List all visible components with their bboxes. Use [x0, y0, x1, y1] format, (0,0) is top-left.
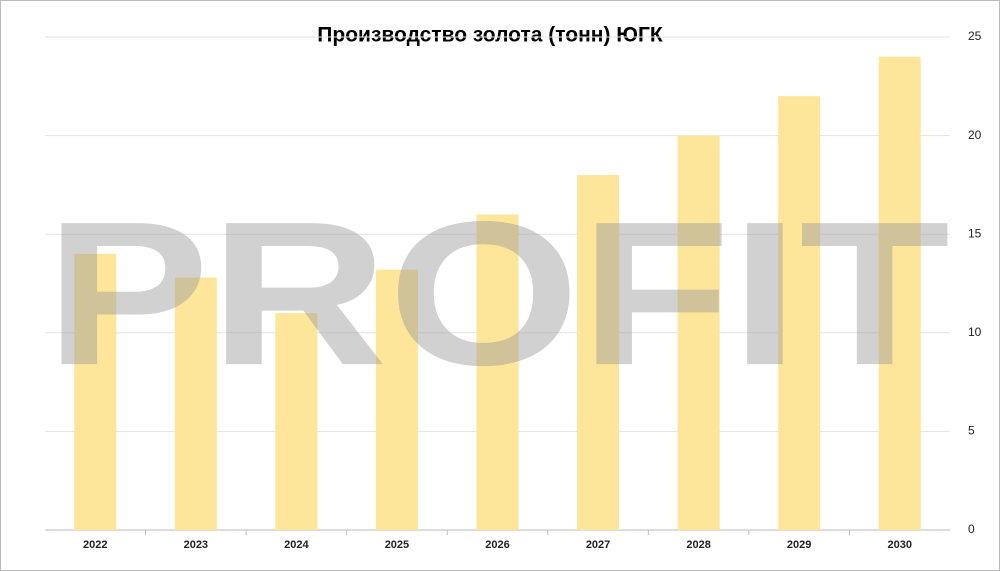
x-tick-label: 2024 [284, 539, 309, 551]
bar [375, 269, 418, 530]
bar [476, 214, 519, 531]
x-tick-label: 2028 [686, 539, 710, 551]
chart-title: Производство золота (тонн) ЮГК [317, 24, 663, 47]
bar [275, 313, 318, 530]
x-tick-label: 2025 [385, 539, 409, 551]
bar [577, 175, 620, 531]
bar [677, 135, 720, 530]
x-tick-label: 2022 [83, 539, 107, 551]
x-tick-label: 2030 [887, 539, 911, 551]
y-tick-label: 10 [968, 325, 982, 339]
bar [174, 277, 217, 530]
y-tick-label: 5 [968, 424, 975, 438]
x-tick-label: 2023 [184, 539, 208, 551]
bar [878, 56, 921, 530]
y-tick-label: 25 [968, 29, 982, 43]
x-tick-label: 2026 [485, 539, 509, 551]
x-tick-label: 2027 [586, 539, 610, 551]
y-tick-label: 0 [968, 522, 975, 536]
bar [778, 96, 821, 530]
y-tick-label: 15 [968, 226, 982, 240]
y-tick-label: 20 [968, 128, 982, 142]
x-tick-label: 2029 [787, 539, 811, 551]
watermark: PROFIT [45, 179, 950, 408]
bar [74, 253, 117, 531]
